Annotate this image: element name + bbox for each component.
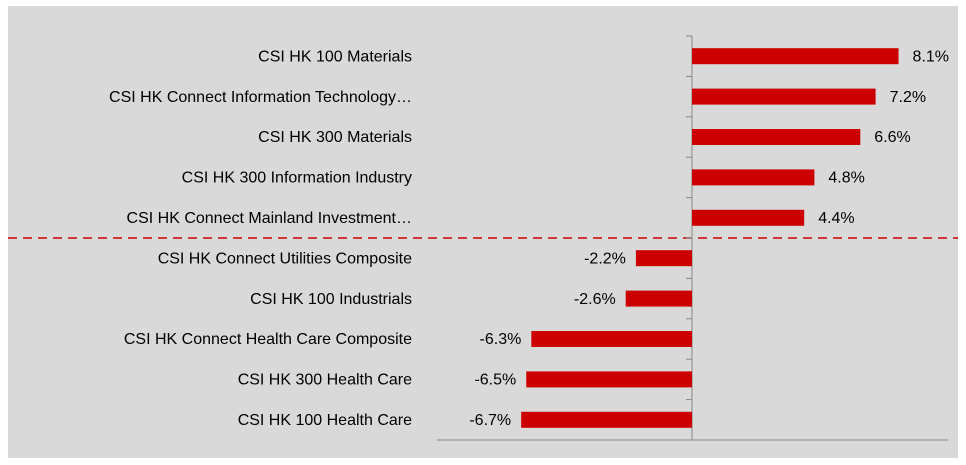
bar: [692, 48, 899, 65]
value-label: -6.7%: [469, 412, 511, 429]
y-tick-label: CSI HK 300 Information Industry: [182, 170, 412, 187]
bar: [625, 290, 692, 307]
value-label: 6.6%: [874, 129, 910, 146]
value-label: 7.2%: [890, 89, 926, 106]
y-tick-label: CSI HK 300 Health Care: [238, 372, 412, 389]
y-tick-label: CSI HK Connect Utilities Composite: [158, 250, 412, 267]
y-tick-label: CSI HK Connect Mainland Investment…: [127, 210, 412, 227]
value-label: 4.4%: [818, 210, 854, 227]
y-tick-label: CSI HK 100 Health Care: [238, 412, 412, 429]
value-label: -2.6%: [574, 291, 616, 308]
bar: [692, 209, 805, 226]
bar: [692, 169, 815, 186]
chart-background: [8, 6, 958, 458]
bar: [526, 371, 692, 388]
y-tick-label: CSI HK 100 Materials: [258, 48, 412, 65]
bar: [521, 411, 692, 428]
y-tick-label: CSI HK Connect Information Technology…: [109, 89, 412, 106]
bar: [692, 129, 861, 145]
bar: [531, 331, 692, 347]
y-tick-label: CSI HK 300 Materials: [258, 129, 412, 146]
y-tick-label: CSI HK Connect Health Care Composite: [124, 331, 412, 348]
value-label: 4.8%: [828, 170, 864, 187]
bar: [692, 88, 876, 105]
value-label: -6.3%: [480, 331, 522, 348]
value-label: 8.1%: [913, 48, 949, 65]
value-label: -6.5%: [474, 372, 516, 389]
value-label: -2.2%: [584, 250, 626, 267]
bar: [635, 250, 692, 267]
y-tick-label: CSI HK 100 Industrials: [250, 291, 412, 308]
